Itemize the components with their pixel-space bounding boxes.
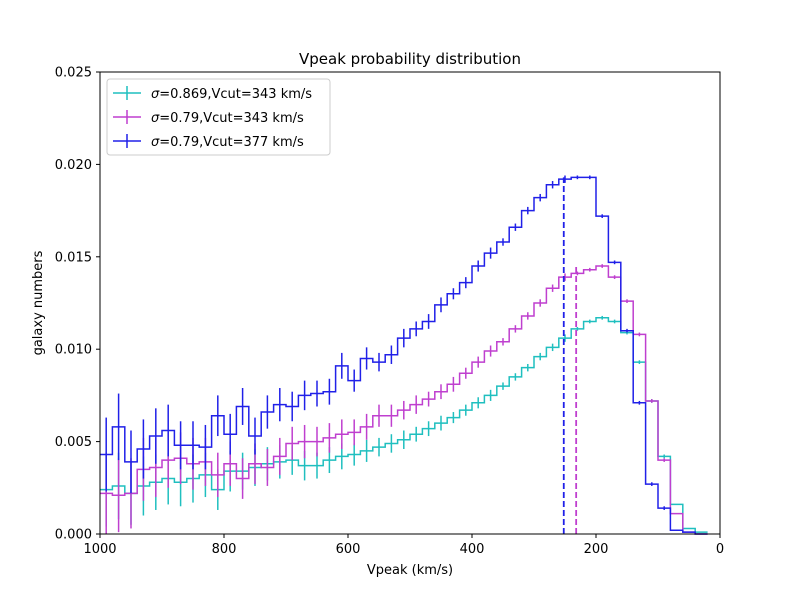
legend-label-symbol: σ [151, 87, 160, 102]
chart-title: Vpeak probability distribution [299, 50, 521, 68]
x-tick-label: 0 [716, 542, 724, 557]
legend-label-text: =0.79,Vcut=343 km/s [159, 111, 304, 126]
x-tick-label: 200 [584, 542, 609, 557]
plot-area [100, 175, 708, 535]
legend-label: σ=0.79,Vcut=343 km/s [151, 111, 304, 126]
x-tick-label: 600 [336, 542, 361, 557]
legend-item: σ=0.869,Vcut=343 km/s [113, 86, 312, 102]
series-3 [100, 175, 708, 535]
legend-label-text: =0.79,Vcut=377 km/s [159, 135, 304, 150]
legend-label-symbol: σ [151, 111, 160, 126]
legend-label: σ=0.869,Vcut=343 km/s [151, 87, 312, 102]
y-tick-label: 0.010 [55, 343, 92, 358]
x-tick-label: 1000 [83, 542, 116, 557]
legend-label-text: =0.869,Vcut=343 km/s [159, 87, 312, 102]
axis-ticks: 1000 800 600 400 200 0 0.000 0.005 0.010 0.015 0.0… [55, 66, 724, 558]
legend-item: σ=0.79,Vcut=377 km/s [113, 134, 304, 150]
x-tick-label: 400 [460, 542, 485, 557]
y-axis-label: galaxy numbers [31, 250, 46, 355]
legend: σ=0.869,Vcut=343 km/sσ=0.79,Vcut=343 km/… [106, 78, 331, 156]
y-tick-label: 0.005 [55, 435, 92, 450]
legend-label: σ=0.79,Vcut=377 km/s [151, 135, 304, 150]
y-tick-label: 0.020 [55, 158, 92, 173]
x-axis-label: Vpeak (km/s) [367, 563, 453, 578]
legend-label-symbol: σ [151, 135, 160, 150]
x-tick-label: 800 [212, 542, 237, 557]
legend-item: σ=0.79,Vcut=343 km/s [113, 110, 304, 126]
y-tick-label: 0.015 [55, 250, 92, 265]
y-tick-label: 0.025 [55, 66, 92, 81]
y-tick-label: 0.000 [55, 528, 92, 543]
series-step-line [100, 317, 708, 533]
legend-box [106, 78, 331, 156]
plot-frame [99, 71, 721, 535]
series-step-line [100, 265, 708, 535]
series-2 [100, 264, 708, 535]
